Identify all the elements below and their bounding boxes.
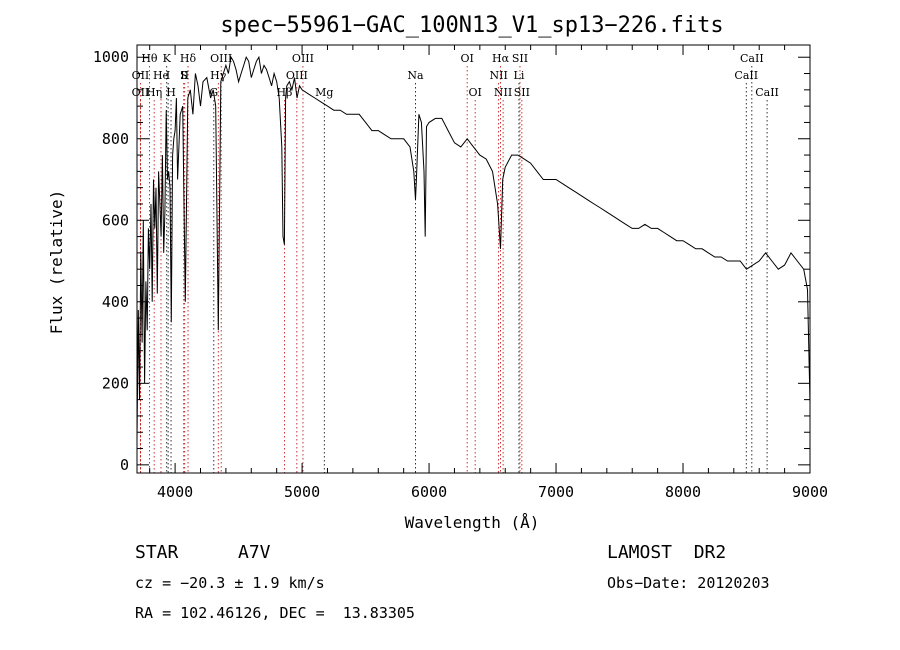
y-tick-label: 1000 (93, 48, 129, 66)
spectral-line-label: CaII (740, 52, 764, 65)
spectral-line-label: He (153, 69, 169, 82)
survey-label: LAMOST DR2 (607, 542, 727, 563)
spectral-line-label: SII (514, 86, 530, 99)
x-tick-label: 9000 (792, 483, 828, 501)
axis-ticks-layer: 4000 5000 6000 7000 8000 9000 0 200 400 600 800 100… (93, 45, 828, 501)
obs-date-label: Obs−Date: 20120203 (607, 574, 770, 592)
y-tick-label: 200 (102, 374, 129, 392)
y-tick-label: 400 (102, 293, 129, 311)
spectral-line-label: Mg (315, 86, 333, 99)
spectral-line-label: I (166, 69, 170, 82)
spectral-line-label: Hα (492, 52, 510, 65)
y-tick-label: 600 (102, 211, 129, 229)
x-tick-label: 5000 (284, 483, 320, 501)
spectral-line-label: Hδ (180, 52, 197, 65)
spectral-line-label: Na (407, 69, 424, 82)
y-tick-label: 0 (120, 456, 129, 474)
x-tick-label: 4000 (157, 483, 193, 501)
spectral-line-label: OIII (286, 69, 308, 82)
y-axis-label: Flux (relative) (47, 190, 66, 335)
object-subclass: A7V (238, 542, 271, 563)
spectral-line-label: OII (132, 86, 150, 99)
object-class: STAR (135, 542, 179, 563)
redshift-label: cz = −20.3 ± 1.9 km/s (135, 574, 325, 592)
spectral-line-label: CaII (734, 69, 758, 82)
spectral-line-label: OII (132, 69, 150, 82)
plot-frame (136, 44, 811, 474)
coordinates-label: RA = 102.46126, DEC = 13.83305 (135, 604, 415, 622)
x-tick-label: 8000 (665, 483, 701, 501)
spectral-line-label: SII (512, 52, 528, 65)
spectral-line-label: Hη (146, 86, 162, 99)
spectrum-series-line (136, 55, 811, 441)
spectral-line-label: S (180, 69, 188, 82)
x-axis-label: Wavelength (Å) (405, 513, 540, 532)
y-tick-label: 800 (102, 130, 129, 148)
spectral-line-label: K (163, 52, 172, 65)
spectral-line-label: Hθ (141, 52, 158, 65)
spectral-line-label: OI (460, 52, 473, 65)
spectral-line-label: Hγ (210, 69, 227, 82)
chart-title: spec−55961−GAC_100N13_V1_sp13−226.fits (220, 13, 723, 38)
spectral-line-label: NII (489, 69, 507, 82)
spectral-line-label: II (180, 69, 189, 82)
spectral-line-label: OI (468, 86, 481, 99)
spectral-line-label: NII (494, 86, 512, 99)
spectral-line-label: CaII (755, 86, 779, 99)
x-tick-label: 7000 (538, 483, 574, 501)
spectral-line-label: Hβ (276, 86, 292, 99)
spectral-line-label: OIII (292, 52, 314, 65)
spectral-line-label: Li (514, 69, 525, 82)
x-tick-label: 6000 (411, 483, 447, 501)
spectral-line-label: OIII (210, 52, 232, 65)
spectral-line-label: H (166, 86, 176, 99)
